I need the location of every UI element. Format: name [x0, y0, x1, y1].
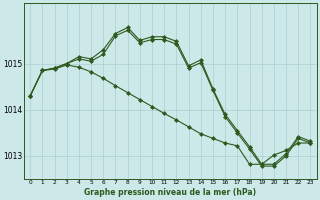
X-axis label: Graphe pression niveau de la mer (hPa): Graphe pression niveau de la mer (hPa) — [84, 188, 256, 197]
